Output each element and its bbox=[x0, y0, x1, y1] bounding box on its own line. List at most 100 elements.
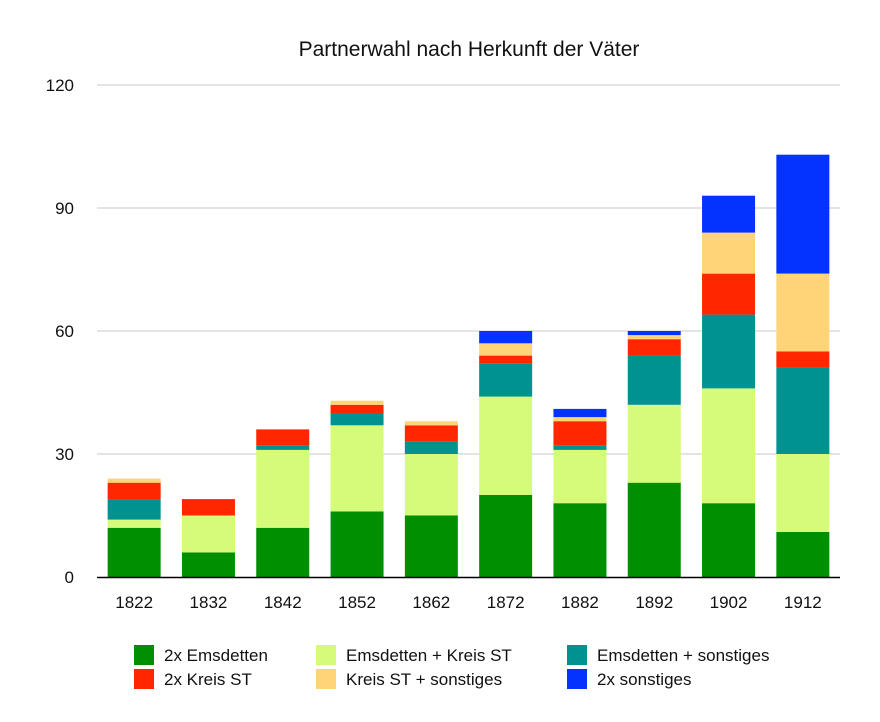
x-tick-label: 1902 bbox=[710, 593, 748, 612]
bar-segment bbox=[181, 499, 235, 516]
legend-label: Kreis ST + sonstiges bbox=[346, 670, 502, 689]
y-tick-label: 60 bbox=[55, 322, 74, 341]
bar-stack-1892 bbox=[627, 331, 681, 577]
bar-segment bbox=[702, 273, 756, 315]
y-tick-label: 30 bbox=[55, 445, 74, 464]
y-tick-label: 120 bbox=[46, 76, 74, 95]
bar-stack-1882 bbox=[553, 408, 607, 577]
bar-segment bbox=[776, 367, 830, 454]
bar-segment bbox=[627, 335, 681, 340]
bar-segment bbox=[479, 396, 533, 495]
legend-label: 2x sonstiges bbox=[597, 670, 692, 689]
bar-segment bbox=[776, 154, 830, 274]
x-tick-label: 1852 bbox=[338, 593, 376, 612]
bar-segment bbox=[256, 527, 310, 577]
bar-segment bbox=[702, 232, 756, 274]
bar-stack-1832 bbox=[181, 499, 235, 577]
legend-item: 2x Emsdetten bbox=[134, 645, 268, 665]
bar-segment bbox=[553, 445, 607, 450]
y-axis-ticks: 0 30 60 90 120 bbox=[46, 76, 74, 587]
legend-swatch bbox=[134, 645, 154, 665]
bar-segment bbox=[479, 363, 533, 397]
bar-segment bbox=[627, 482, 681, 577]
bar-segment bbox=[404, 441, 458, 454]
bar-segment bbox=[776, 351, 830, 368]
bar-segment bbox=[404, 454, 458, 516]
bar-segment bbox=[479, 495, 533, 577]
bar-segment bbox=[553, 417, 607, 422]
bar-segment bbox=[776, 454, 830, 532]
legend-label: 2x Kreis ST bbox=[164, 670, 252, 689]
bar-segment bbox=[553, 503, 607, 577]
legend-swatch bbox=[316, 645, 336, 665]
legend-swatch bbox=[134, 669, 154, 689]
legend-swatch bbox=[316, 669, 336, 689]
y-tick-label: 0 bbox=[65, 568, 74, 587]
bar-segment bbox=[627, 404, 681, 483]
bar-segment bbox=[404, 425, 458, 442]
bar-segment bbox=[330, 404, 384, 413]
bar-stack-1902 bbox=[702, 195, 756, 577]
bar-segment bbox=[256, 449, 310, 528]
bar-segment bbox=[181, 515, 235, 553]
bar-segment bbox=[107, 482, 161, 500]
bar-segment bbox=[330, 413, 384, 426]
x-tick-label: 1832 bbox=[190, 593, 228, 612]
bar-segment bbox=[404, 421, 458, 426]
legend-item: Emsdetten + sonstiges bbox=[567, 645, 769, 665]
bar-segment bbox=[553, 408, 607, 418]
bar-segment bbox=[479, 355, 533, 364]
legend-item: 2x sonstiges bbox=[567, 669, 692, 689]
bar-segment bbox=[404, 515, 458, 577]
bar-segment bbox=[256, 429, 310, 446]
bar-segment bbox=[702, 388, 756, 504]
legend-label: 2x Emsdetten bbox=[164, 646, 268, 665]
bar-stack-1862 bbox=[404, 421, 458, 577]
x-tick-label: 1862 bbox=[412, 593, 450, 612]
bar-segment bbox=[553, 449, 607, 504]
x-tick-label: 1882 bbox=[561, 593, 599, 612]
legend-item: 2x Kreis ST bbox=[134, 669, 252, 689]
legend-item: Kreis ST + sonstiges bbox=[316, 669, 502, 689]
bar-segment bbox=[702, 314, 756, 389]
legend-swatch bbox=[567, 645, 587, 665]
x-tick-label: 1892 bbox=[635, 593, 673, 612]
x-tick-label: 1872 bbox=[487, 593, 525, 612]
bar-segment bbox=[776, 273, 830, 352]
bar-segment bbox=[776, 531, 830, 577]
bar-segment bbox=[107, 499, 161, 520]
bar-stack-1852 bbox=[330, 400, 384, 577]
bar-segment bbox=[479, 343, 533, 356]
bar-segment bbox=[181, 552, 235, 577]
x-tick-label: 1912 bbox=[784, 593, 822, 612]
bar-segment bbox=[330, 511, 384, 577]
bars bbox=[107, 154, 830, 577]
x-axis-ticks: 1822 1832 1842 1852 1862 1872 1882 1892 1902 1912 bbox=[115, 593, 822, 612]
bar-segment bbox=[627, 331, 681, 336]
bar-stack-1912 bbox=[776, 154, 830, 577]
legend-swatch bbox=[567, 669, 587, 689]
bar-segment bbox=[330, 425, 384, 512]
legend-label: Emsdetten + Kreis ST bbox=[346, 646, 512, 665]
legend-item: Emsdetten + Kreis ST bbox=[316, 645, 512, 665]
bar-segment bbox=[107, 478, 161, 483]
bar-segment bbox=[107, 519, 161, 528]
legend-label: Emsdetten + sonstiges bbox=[597, 646, 769, 665]
chart-title: Partnerwahl nach Herkunft der Väter bbox=[299, 38, 640, 61]
bar-segment bbox=[479, 331, 533, 344]
bar-segment bbox=[702, 503, 756, 577]
y-tick-label: 90 bbox=[55, 199, 74, 218]
bar-segment bbox=[627, 355, 681, 405]
bar-segment bbox=[627, 339, 681, 356]
bar-stack-1822 bbox=[107, 478, 161, 577]
bar-stack-1872 bbox=[479, 331, 533, 577]
bar-stack-1842 bbox=[256, 429, 310, 577]
bar-segment bbox=[702, 195, 756, 233]
x-tick-label: 1822 bbox=[115, 593, 153, 612]
bar-segment bbox=[256, 445, 310, 450]
bar-segment bbox=[107, 527, 161, 577]
x-tick-label: 1842 bbox=[264, 593, 302, 612]
bar-segment bbox=[330, 400, 384, 405]
